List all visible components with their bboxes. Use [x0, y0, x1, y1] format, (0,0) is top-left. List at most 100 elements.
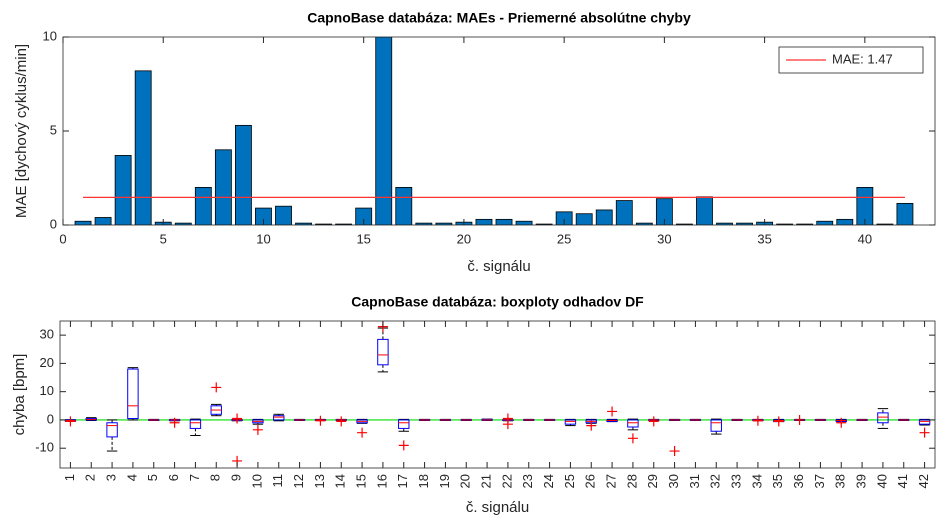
bar	[615, 200, 633, 225]
y-axis-label: chyba [bpm]	[11, 354, 28, 436]
x-axis-label: č. signálu	[466, 499, 529, 516]
x-tick-label: 7	[187, 474, 202, 481]
x-tick-label: 26	[583, 474, 598, 488]
bar	[696, 196, 713, 225]
x-tick-label: 16	[374, 474, 389, 488]
x-tick-label: 10	[256, 231, 270, 246]
bar	[74, 220, 92, 225]
x-tick-label: 15	[356, 231, 370, 246]
bar	[255, 207, 272, 225]
x-tick-label: 42	[916, 474, 931, 488]
bar	[816, 220, 834, 225]
outlier	[315, 415, 326, 426]
axes-frame	[59, 320, 936, 469]
bar	[495, 218, 513, 225]
x-tick-label: 4	[124, 474, 139, 481]
bar	[375, 37, 393, 225]
bar	[114, 155, 132, 225]
box	[189, 419, 202, 429]
box	[398, 419, 410, 429]
box	[106, 422, 118, 438]
bar	[395, 186, 413, 225]
x-tick-label: 25	[557, 231, 571, 246]
outlier	[65, 416, 76, 427]
x-tick-label: 39	[854, 474, 869, 488]
chart-title: CapnoBase databáza: boxploty odhadov DF	[351, 294, 644, 310]
x-tick-label: 30	[657, 231, 671, 246]
x-axis-label: č. signálu	[467, 258, 530, 275]
x-tick-label: 36	[791, 474, 806, 488]
x-tick-label: 11	[270, 474, 285, 488]
bar	[575, 213, 593, 225]
outlier	[752, 415, 763, 426]
outlier	[336, 416, 347, 427]
x-tick-label: 20	[457, 231, 471, 246]
bar	[475, 218, 493, 225]
x-tick-label: 22	[499, 474, 514, 488]
axes-frame	[62, 36, 936, 226]
x-tick-label: 20	[458, 474, 473, 488]
x-tick-label: 12	[291, 474, 306, 488]
subplot: CapnoBase databáza: MAEs - Priemerné abs…	[13, 10, 936, 275]
x-tick-label: 14	[333, 474, 348, 488]
y-tick-label: 0	[47, 411, 54, 426]
x-tick-label: 13	[312, 474, 327, 488]
y-tick-label: 0	[50, 216, 57, 231]
x-tick-label: 10	[249, 474, 264, 488]
outlier	[773, 416, 784, 427]
x-tick-label: 17	[395, 474, 410, 488]
x-tick-label: 33	[729, 474, 744, 488]
x-tick-label: 31	[687, 474, 702, 488]
x-tick-label: 3	[104, 474, 119, 481]
bar	[94, 217, 112, 225]
bar	[355, 207, 373, 225]
subplot: CapnoBase databáza: boxploty odhadov DF č…	[11, 294, 936, 516]
x-tick-label: 35	[757, 231, 771, 246]
x-tick-label: 19	[437, 474, 452, 488]
x-tick-label: 15	[354, 474, 369, 488]
x-tick-label: 37	[812, 474, 827, 488]
x-tick-label: 1	[62, 474, 77, 481]
x-tick-label: 21	[479, 474, 494, 488]
x-tick-label: 2	[83, 474, 98, 481]
outlier	[669, 446, 680, 457]
bar	[234, 124, 252, 225]
y-tick-label: -10	[35, 440, 54, 455]
x-tick-label: 32	[708, 474, 723, 488]
x-tick-label: 34	[749, 474, 764, 488]
x-tick-label: 25	[562, 474, 577, 488]
x-tick-label: 6	[166, 474, 181, 481]
bar	[134, 70, 152, 225]
x-tick-label: 30	[666, 474, 681, 488]
y-tick-label: 20	[40, 355, 54, 370]
x-tick-label: 40	[874, 474, 889, 488]
y-axis-label: MAE [dychový cyklus/min]	[13, 44, 30, 218]
y-tick-label: 30	[40, 327, 54, 342]
outlier	[586, 420, 597, 431]
x-tick-label: 5	[145, 474, 160, 481]
y-tick-label: 5	[50, 122, 57, 137]
outlier	[836, 417, 847, 428]
x-tick-label: 27	[604, 474, 619, 488]
x-tick-label: 40	[858, 231, 872, 246]
bar	[194, 186, 212, 225]
bar	[214, 149, 232, 225]
bar	[836, 218, 854, 225]
outlier	[648, 416, 659, 427]
outlier	[627, 433, 638, 444]
bar	[896, 202, 914, 225]
outlier	[398, 440, 409, 451]
x-tick-label: 9	[229, 474, 244, 481]
x-tick-label: 41	[895, 474, 910, 488]
box	[710, 419, 722, 432]
x-tick-label: 5	[160, 231, 167, 246]
outlier	[232, 413, 243, 424]
y-tick-label: 10	[43, 28, 57, 43]
bar	[275, 205, 292, 225]
box	[377, 338, 389, 366]
outlier	[607, 406, 618, 417]
box	[273, 415, 285, 421]
outlier	[252, 424, 263, 435]
x-tick-label: 28	[624, 474, 639, 488]
x-tick-label: 8	[208, 474, 223, 481]
